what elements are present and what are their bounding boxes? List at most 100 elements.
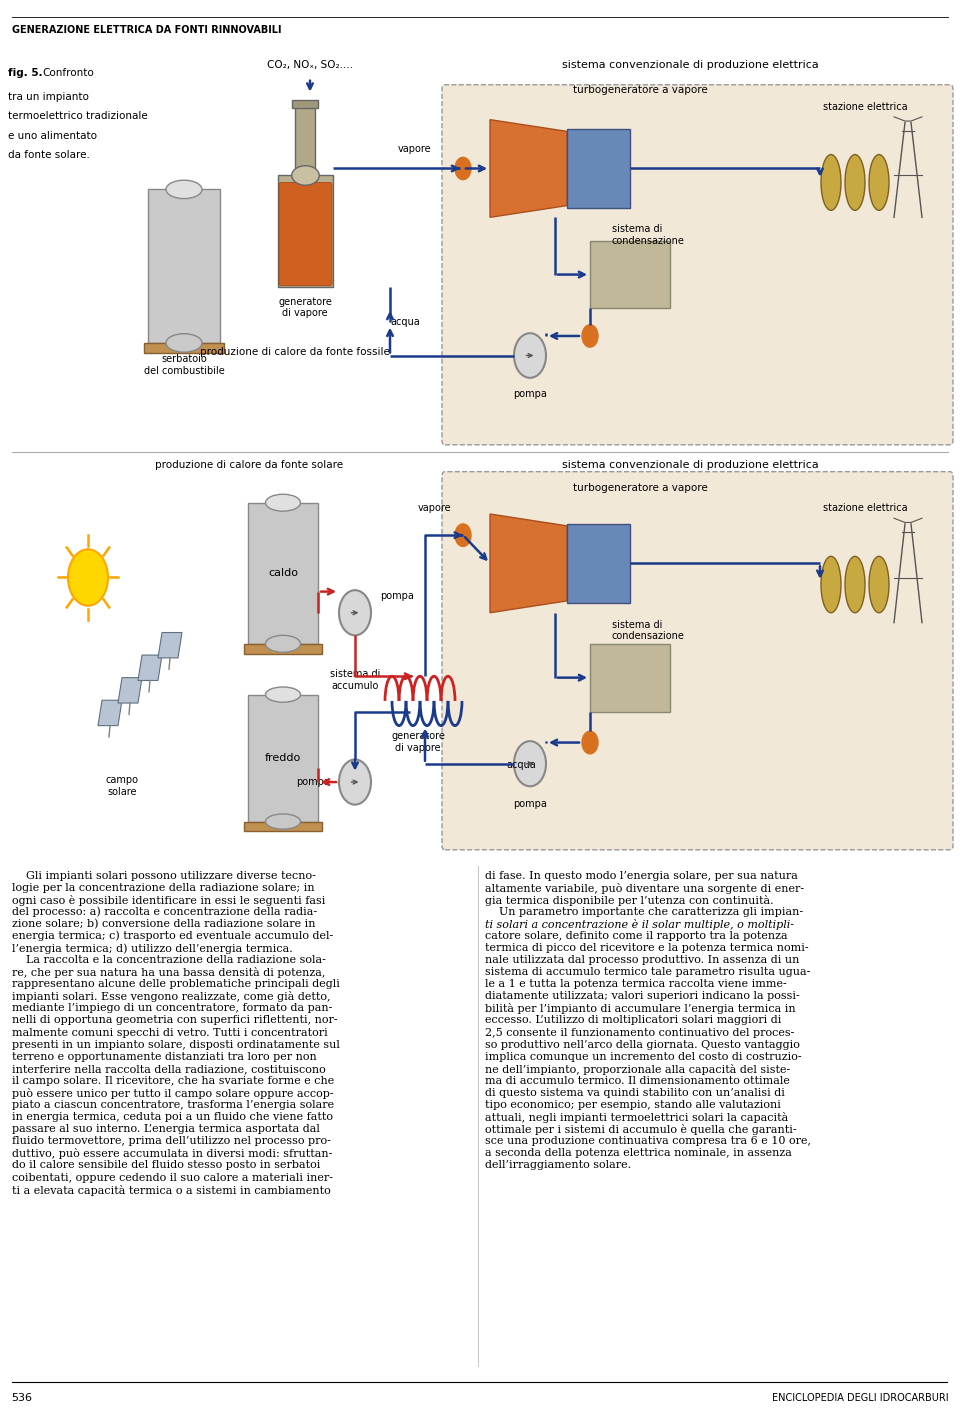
Text: sce una produzione continuativa compresa tra 6 e 10 ore,: sce una produzione continuativa compresa…: [485, 1137, 811, 1147]
Text: sistema di
accumulo: sistema di accumulo: [330, 669, 380, 691]
Ellipse shape: [166, 180, 202, 199]
Text: di fase. In questo modo l’energia solare, per sua natura: di fase. In questo modo l’energia solare…: [485, 871, 798, 881]
Text: catore solare, definito come il rapporto tra la potenza: catore solare, definito come il rapporto…: [485, 931, 787, 941]
Text: Gli impianti solari possono utilizzare diverse tecno-: Gli impianti solari possono utilizzare d…: [12, 871, 316, 881]
Circle shape: [339, 590, 371, 635]
Ellipse shape: [166, 334, 202, 352]
Text: del processo: a) raccolta e concentrazione della radia-: del processo: a) raccolta e concentrazio…: [12, 907, 317, 918]
Text: attuali, negli impianti termoelettrici solari la capacità: attuali, negli impianti termoelettrici s…: [485, 1113, 788, 1123]
Text: termica di picco del ricevitore e la potenza termica nomi-: termica di picco del ricevitore e la pot…: [485, 944, 808, 953]
Text: ma di accumulo termico. Il dimensionamento ottimale: ma di accumulo termico. Il dimensionamen…: [485, 1076, 790, 1086]
Text: Un parametro importante che caratterizza gli impian-: Un parametro importante che caratterizza…: [485, 907, 804, 917]
Polygon shape: [490, 514, 567, 612]
Text: La raccolta e la concentrazione della radiazione sola-: La raccolta e la concentrazione della ra…: [12, 955, 325, 965]
Circle shape: [514, 333, 546, 378]
Circle shape: [514, 742, 546, 786]
Circle shape: [339, 759, 371, 804]
Text: serbatoio
del combustibile: serbatoio del combustibile: [144, 354, 225, 375]
Circle shape: [455, 158, 471, 179]
Text: vapore: vapore: [398, 144, 432, 153]
Text: a seconda della potenza elettrica nominale, in assenza: a seconda della potenza elettrica nomina…: [485, 1148, 792, 1158]
Text: sistema di
condensazione: sistema di condensazione: [612, 225, 684, 246]
Text: ti solari a concentrazione è il solar multiple, o moltipli-: ti solari a concentrazione è il solar mu…: [485, 919, 794, 929]
Text: so produttivo nell’arco della giornata. Questo vantaggio: so produttivo nell’arco della giornata. …: [485, 1040, 800, 1050]
Text: interferire nella raccolta della radiazione, costituiscono: interferire nella raccolta della radiazi…: [12, 1064, 325, 1074]
Text: rappresentano alcune delle problematiche principali degli: rappresentano alcune delle problematiche…: [12, 979, 340, 989]
Bar: [248, 695, 318, 821]
Ellipse shape: [266, 495, 300, 512]
Text: generatore
di vapore: generatore di vapore: [278, 297, 332, 318]
Text: ENCICLOPEDIA DEGLI IDROCARBURI: ENCICLOPEDIA DEGLI IDROCARBURI: [772, 1393, 948, 1404]
Text: diatamente utilizzata; valori superiori indicano la possi-: diatamente utilizzata; valori superiori …: [485, 992, 800, 1002]
Text: 2,5 consente il funzionamento continuativo del proces-: 2,5 consente il funzionamento continuati…: [485, 1027, 794, 1037]
Text: l’energia termica; d) utilizzo dell’energia termica.: l’energia termica; d) utilizzo dell’ener…: [12, 944, 292, 953]
FancyBboxPatch shape: [279, 182, 332, 286]
Text: coibentati, oppure cedendo il suo calore a materiali iner-: coibentati, oppure cedendo il suo calore…: [12, 1172, 332, 1182]
Polygon shape: [138, 655, 162, 681]
Text: acqua: acqua: [506, 760, 536, 770]
Text: produzione di calore da fonte fossile: produzione di calore da fonte fossile: [200, 347, 390, 357]
Text: tipo economico; per esempio, stando alle valutazioni: tipo economico; per esempio, stando alle…: [485, 1100, 780, 1110]
Text: dell’irraggiamento solare.: dell’irraggiamento solare.: [485, 1161, 631, 1171]
Text: re, che per sua natura ha una bassa densità di potenza,: re, che per sua natura ha una bassa dens…: [12, 968, 324, 978]
Bar: [244, 644, 322, 654]
Ellipse shape: [845, 155, 865, 210]
Bar: [292, 99, 318, 108]
Text: stazione elettrica: stazione elettrica: [823, 503, 907, 513]
Bar: [244, 821, 322, 831]
Text: GENERAZIONE ELETTRICA DA FONTI RINNOVABILI: GENERAZIONE ELETTRICA DA FONTI RINNOVABI…: [12, 24, 281, 36]
Ellipse shape: [292, 166, 320, 185]
Circle shape: [582, 325, 598, 347]
Text: termoelettrico tradizionale: termoelettrico tradizionale: [8, 111, 148, 121]
Ellipse shape: [266, 814, 300, 830]
Ellipse shape: [821, 155, 841, 210]
Text: malmente comuni specchi di vetro. Tutti i concentratori: malmente comuni specchi di vetro. Tutti …: [12, 1027, 327, 1037]
Text: può essere unico per tutto il campo solare oppure accop-: può essere unico per tutto il campo sola…: [12, 1088, 333, 1098]
Text: e uno alimentato: e uno alimentato: [8, 131, 97, 141]
Circle shape: [68, 550, 108, 605]
FancyBboxPatch shape: [442, 85, 953, 445]
Text: sistema convenzionale di produzione elettrica: sistema convenzionale di produzione elet…: [562, 60, 818, 70]
Polygon shape: [490, 119, 567, 217]
Ellipse shape: [266, 635, 300, 652]
Bar: [590, 242, 670, 308]
Text: caldo: caldo: [268, 568, 298, 578]
Ellipse shape: [821, 556, 841, 612]
Text: produzione di calore da fonte solare: produzione di calore da fonte solare: [155, 460, 343, 470]
Bar: [278, 175, 333, 287]
Text: freddo: freddo: [265, 753, 301, 763]
Bar: [144, 342, 224, 352]
Text: passare al suo interno. L’energia termica asportata dal: passare al suo interno. L’energia termic…: [12, 1124, 320, 1134]
Text: ti a elevata capacità termica o a sistemi in cambiamento: ti a elevata capacità termica o a sistem…: [12, 1185, 330, 1195]
Ellipse shape: [869, 556, 889, 612]
Text: ne dell’impianto, proporzionale alla capacità del siste-: ne dell’impianto, proporzionale alla cap…: [485, 1064, 790, 1074]
Text: sistema di accumulo termico tale parametro risulta ugua-: sistema di accumulo termico tale paramet…: [485, 968, 810, 978]
Text: le a 1 e tutta la potenza termica raccolta viene imme-: le a 1 e tutta la potenza termica raccol…: [485, 979, 787, 989]
Text: sistema di
condensazione: sistema di condensazione: [612, 620, 684, 641]
Text: eccesso. L’utilizzo di moltiplicatori solari maggiori di: eccesso. L’utilizzo di moltiplicatori so…: [485, 1016, 781, 1026]
FancyBboxPatch shape: [442, 472, 953, 850]
Bar: [567, 129, 630, 207]
Text: impianti solari. Esse vengono realizzate, come già detto,: impianti solari. Esse vengono realizzate…: [12, 992, 330, 1002]
Text: energia termica; c) trasporto ed eventuale accumulo del-: energia termica; c) trasporto ed eventua…: [12, 931, 333, 942]
Text: pompa: pompa: [380, 591, 414, 601]
Text: nelli di opportuna geometria con superfici riflettenti, nor-: nelli di opportuna geometria con superfi…: [12, 1016, 337, 1026]
Bar: [248, 503, 318, 644]
Text: logie per la concentrazione della radiazione solare; in: logie per la concentrazione della radiaz…: [12, 882, 314, 892]
Text: da fonte solare.: da fonte solare.: [8, 151, 90, 161]
Polygon shape: [118, 678, 142, 703]
Text: terreno e opportunamente distanziati tra loro per non: terreno e opportunamente distanziati tra…: [12, 1052, 316, 1061]
Text: pompa: pompa: [513, 389, 547, 399]
Text: acqua: acqua: [390, 317, 420, 327]
Text: nale utilizzata dal processo produttivo. In assenza di un: nale utilizzata dal processo produttivo.…: [485, 955, 800, 965]
Text: bilità per l’impianto di accumulare l’energia termica in: bilità per l’impianto di accumulare l’en…: [485, 1003, 796, 1015]
Text: gia termica disponibile per l’utenza con continuità.: gia termica disponibile per l’utenza con…: [485, 895, 774, 905]
Text: fig. 5.: fig. 5.: [8, 68, 42, 78]
Text: fluido termovettore, prima dell’utilizzo nel processo pro-: fluido termovettore, prima dell’utilizzo…: [12, 1137, 330, 1147]
Text: mediante l’impiego di un concentratore, formato da pan-: mediante l’impiego di un concentratore, …: [12, 1003, 332, 1013]
Polygon shape: [158, 632, 182, 658]
Text: CO₂, NOₓ, SO₂....: CO₂, NOₓ, SO₂....: [267, 60, 353, 70]
Text: zione solare; b) conversione della radiazione solare in: zione solare; b) conversione della radia…: [12, 919, 315, 929]
Text: il campo solare. Il ricevitore, che ha svariate forme e che: il campo solare. Il ricevitore, che ha s…: [12, 1076, 334, 1086]
Text: vapore: vapore: [418, 503, 451, 513]
